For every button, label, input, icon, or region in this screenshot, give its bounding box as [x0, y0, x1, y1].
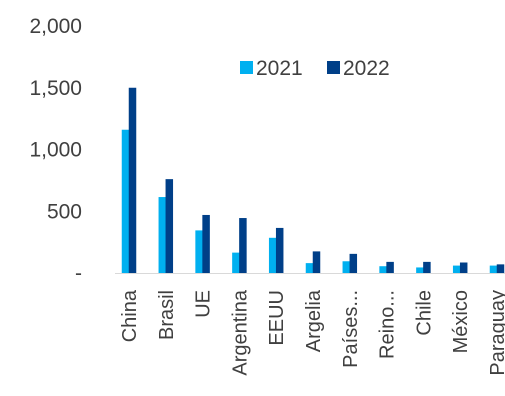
bar-2021-1: [158, 197, 167, 273]
bar-2021-10: [489, 265, 498, 273]
bar-2021-4: [268, 237, 277, 273]
bars: [121, 87, 505, 273]
bar-2021-7: [379, 266, 387, 273]
x-tick-label: Chile: [413, 290, 435, 336]
legend: 2021 2022: [240, 57, 390, 80]
bar-2022-9: [459, 262, 468, 273]
x-tick-label: México: [450, 290, 472, 353]
x-tick-label: Argentina: [229, 289, 251, 375]
y-tick-label: 1,500: [29, 77, 82, 100]
bar-2022-8: [423, 261, 431, 273]
bar-2022-0: [128, 87, 137, 273]
bar-2022-1: [165, 179, 174, 273]
x-axis: China Brasil UE Argentina EEUU Argelia Países.…: [119, 289, 505, 375]
bar-2021-9: [452, 265, 461, 273]
x-tick-label: Brasil: [156, 290, 178, 340]
y-tick-label: 1,000: [29, 139, 82, 162]
x-tick-label: Países...: [340, 290, 362, 368]
bar-2021-5: [305, 263, 314, 273]
bar-2022-7: [386, 261, 394, 273]
bar-2022-6: [349, 253, 358, 273]
x-tick-label: UE: [193, 290, 215, 318]
y-tick-label: 2,000: [29, 15, 82, 38]
bar-2022-3: [239, 218, 247, 273]
y-tick-label: -: [75, 262, 82, 285]
bar-2022-5: [312, 251, 321, 273]
x-tick-label: Reino...: [377, 290, 399, 359]
bar-2021-2: [195, 230, 203, 273]
legend-label-2021: 2021: [256, 57, 303, 80]
bar-2022-4: [275, 227, 284, 273]
legend-label-2022: 2022: [343, 57, 390, 80]
bar-2021-0: [121, 129, 130, 273]
legend-swatch-2021: [240, 61, 253, 74]
bar-2022-2: [202, 214, 210, 273]
bar-2021-6: [342, 261, 351, 273]
x-tick-label: China: [119, 289, 141, 342]
bar-2021-8: [416, 267, 424, 273]
x-tick-label: Paraguay: [487, 290, 505, 376]
x-tick-label: Argelia: [303, 289, 325, 352]
y-axis: - 500 1,000 1,500 2,000: [29, 15, 505, 285]
y-tick-label: 500: [47, 200, 82, 223]
legend-swatch-2022: [327, 61, 340, 74]
bar-2022-10: [496, 264, 505, 273]
bar-2021-3: [232, 252, 240, 273]
x-tick-label: EEUU: [266, 290, 288, 346]
